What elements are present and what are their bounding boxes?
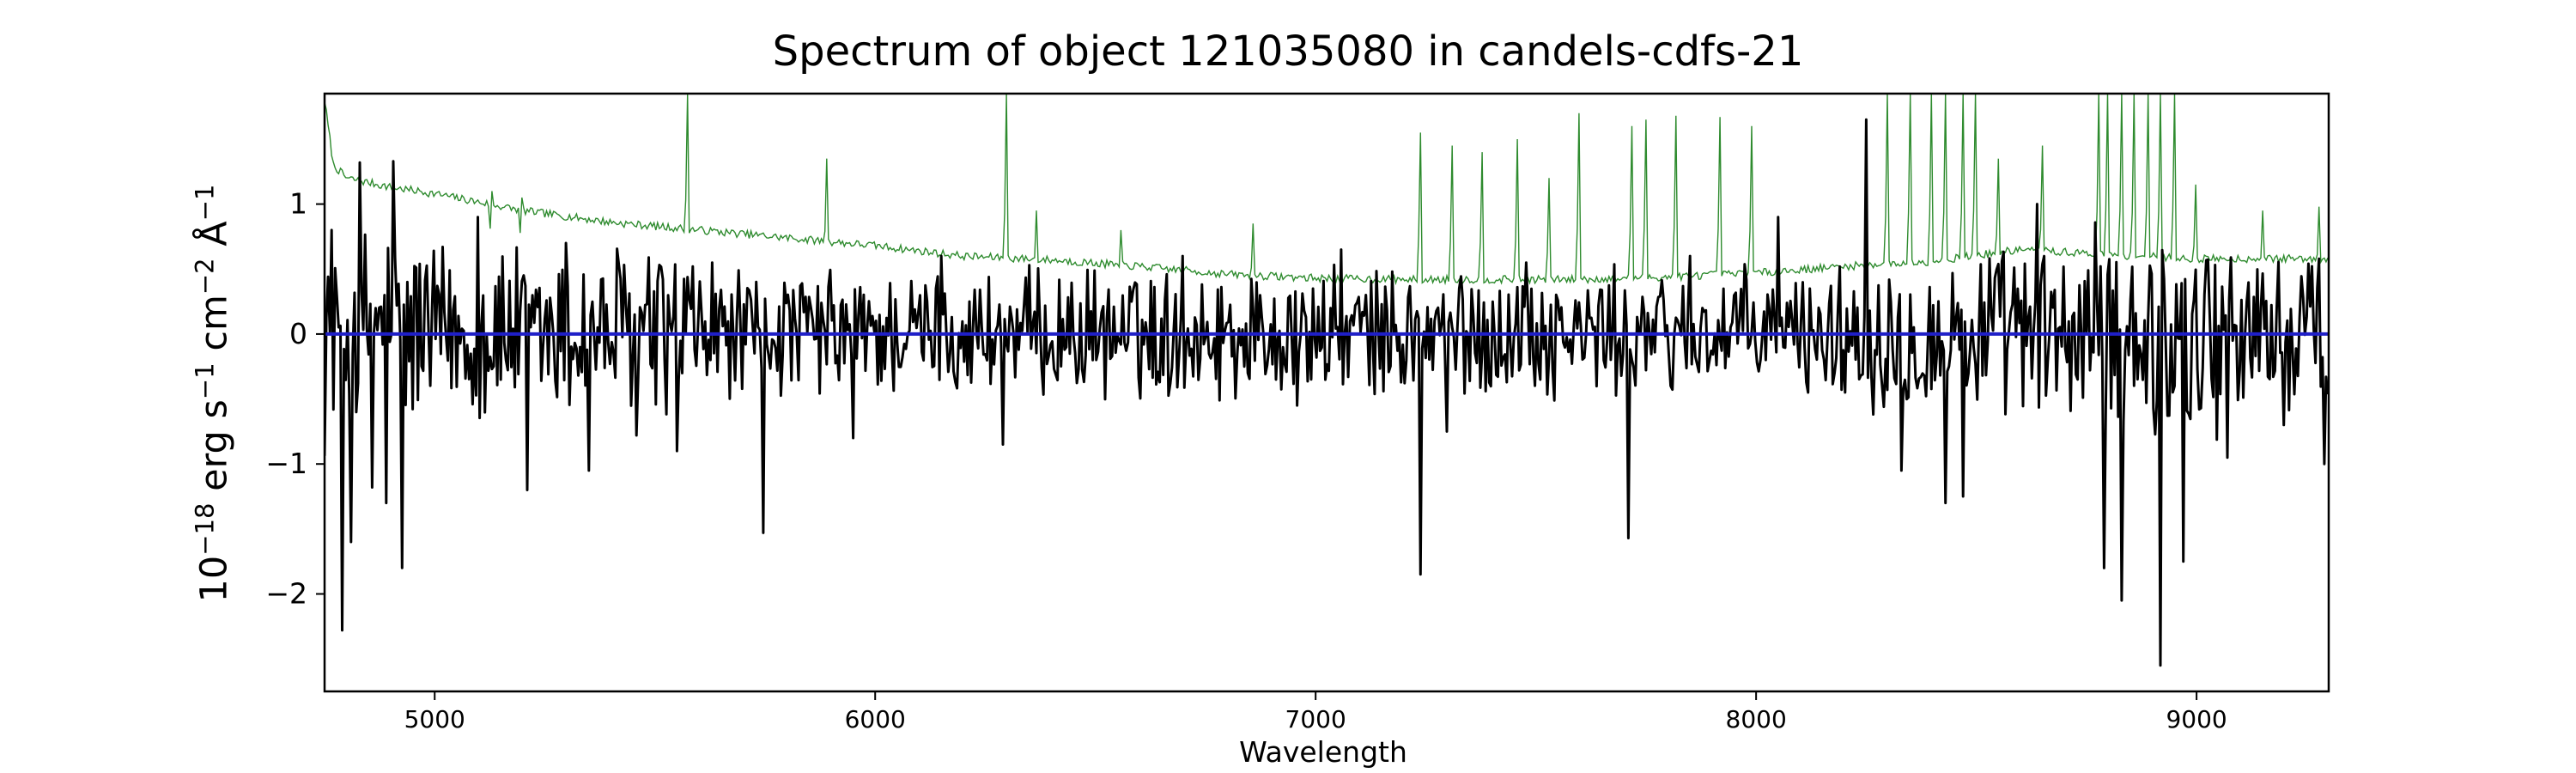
x-tick-label: 8000 bbox=[1726, 705, 1787, 733]
y-tick-label: 0 bbox=[289, 317, 307, 350]
y-tick-label: 1 bbox=[289, 187, 307, 221]
y-tick-label: −2 bbox=[265, 577, 307, 611]
axes-frame bbox=[323, 92, 2330, 693]
series-layer bbox=[325, 94, 2329, 667]
model-spectrum-line bbox=[325, 94, 2329, 286]
x-tick-label: 9000 bbox=[2166, 705, 2227, 733]
y-tick-label: −1 bbox=[265, 447, 307, 480]
observed-spectrum-line bbox=[325, 118, 2329, 667]
chart-title: Spectrum of object 121035080 in candels-… bbox=[772, 27, 1804, 76]
x-axis-label: Wavelength bbox=[1239, 735, 1407, 769]
x-ticks: 5000 6000 7000 8000 9000 bbox=[404, 691, 2227, 733]
y-ticks: −2 −1 0 1 bbox=[265, 187, 325, 611]
x-tick-label: 5000 bbox=[404, 705, 465, 733]
x-tick-label: 7000 bbox=[1285, 705, 1346, 733]
x-tick-label: 6000 bbox=[845, 705, 906, 733]
